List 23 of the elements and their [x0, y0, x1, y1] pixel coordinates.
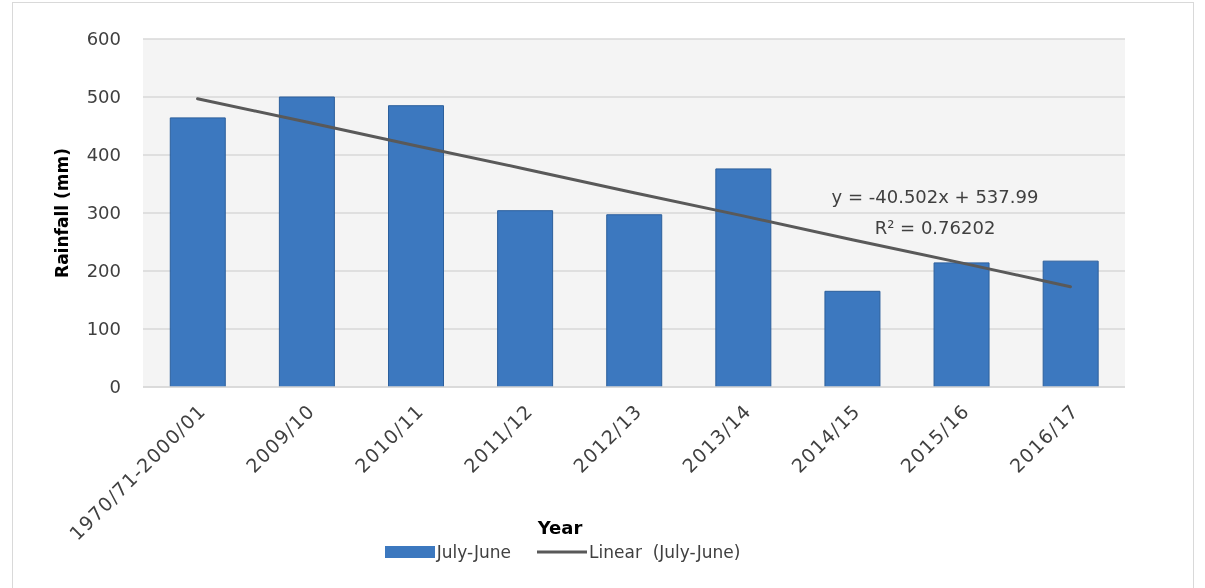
bar — [388, 105, 444, 387]
annotation: y = -40.502x + 537.99 — [831, 186, 1039, 207]
bar — [824, 290, 881, 387]
bar — [715, 168, 772, 387]
bar — [933, 262, 990, 387]
y-tick-label: 100 — [86, 318, 121, 340]
line-series — [196, 97, 1072, 289]
bar — [278, 96, 335, 387]
legend-label: Linear (July-June) — [589, 542, 741, 562]
annotation: R² = 0.76202 — [874, 217, 996, 238]
y-tick-label: 0 — [109, 376, 121, 398]
bar — [606, 214, 663, 387]
y-tick-label: 400 — [86, 144, 121, 166]
y-tick-label: 500 — [86, 86, 121, 108]
y-tick-label: 200 — [86, 260, 121, 282]
bar — [1042, 260, 1099, 387]
bar — [169, 117, 226, 387]
y-tick-label: 600 — [86, 28, 121, 50]
bar — [497, 210, 554, 387]
y-axis-title: Rainfall (mm) — [52, 148, 72, 278]
x-axis-title: Year — [536, 517, 583, 538]
legend-label: July-June — [436, 542, 512, 562]
y-tick-label: 300 — [86, 202, 121, 224]
